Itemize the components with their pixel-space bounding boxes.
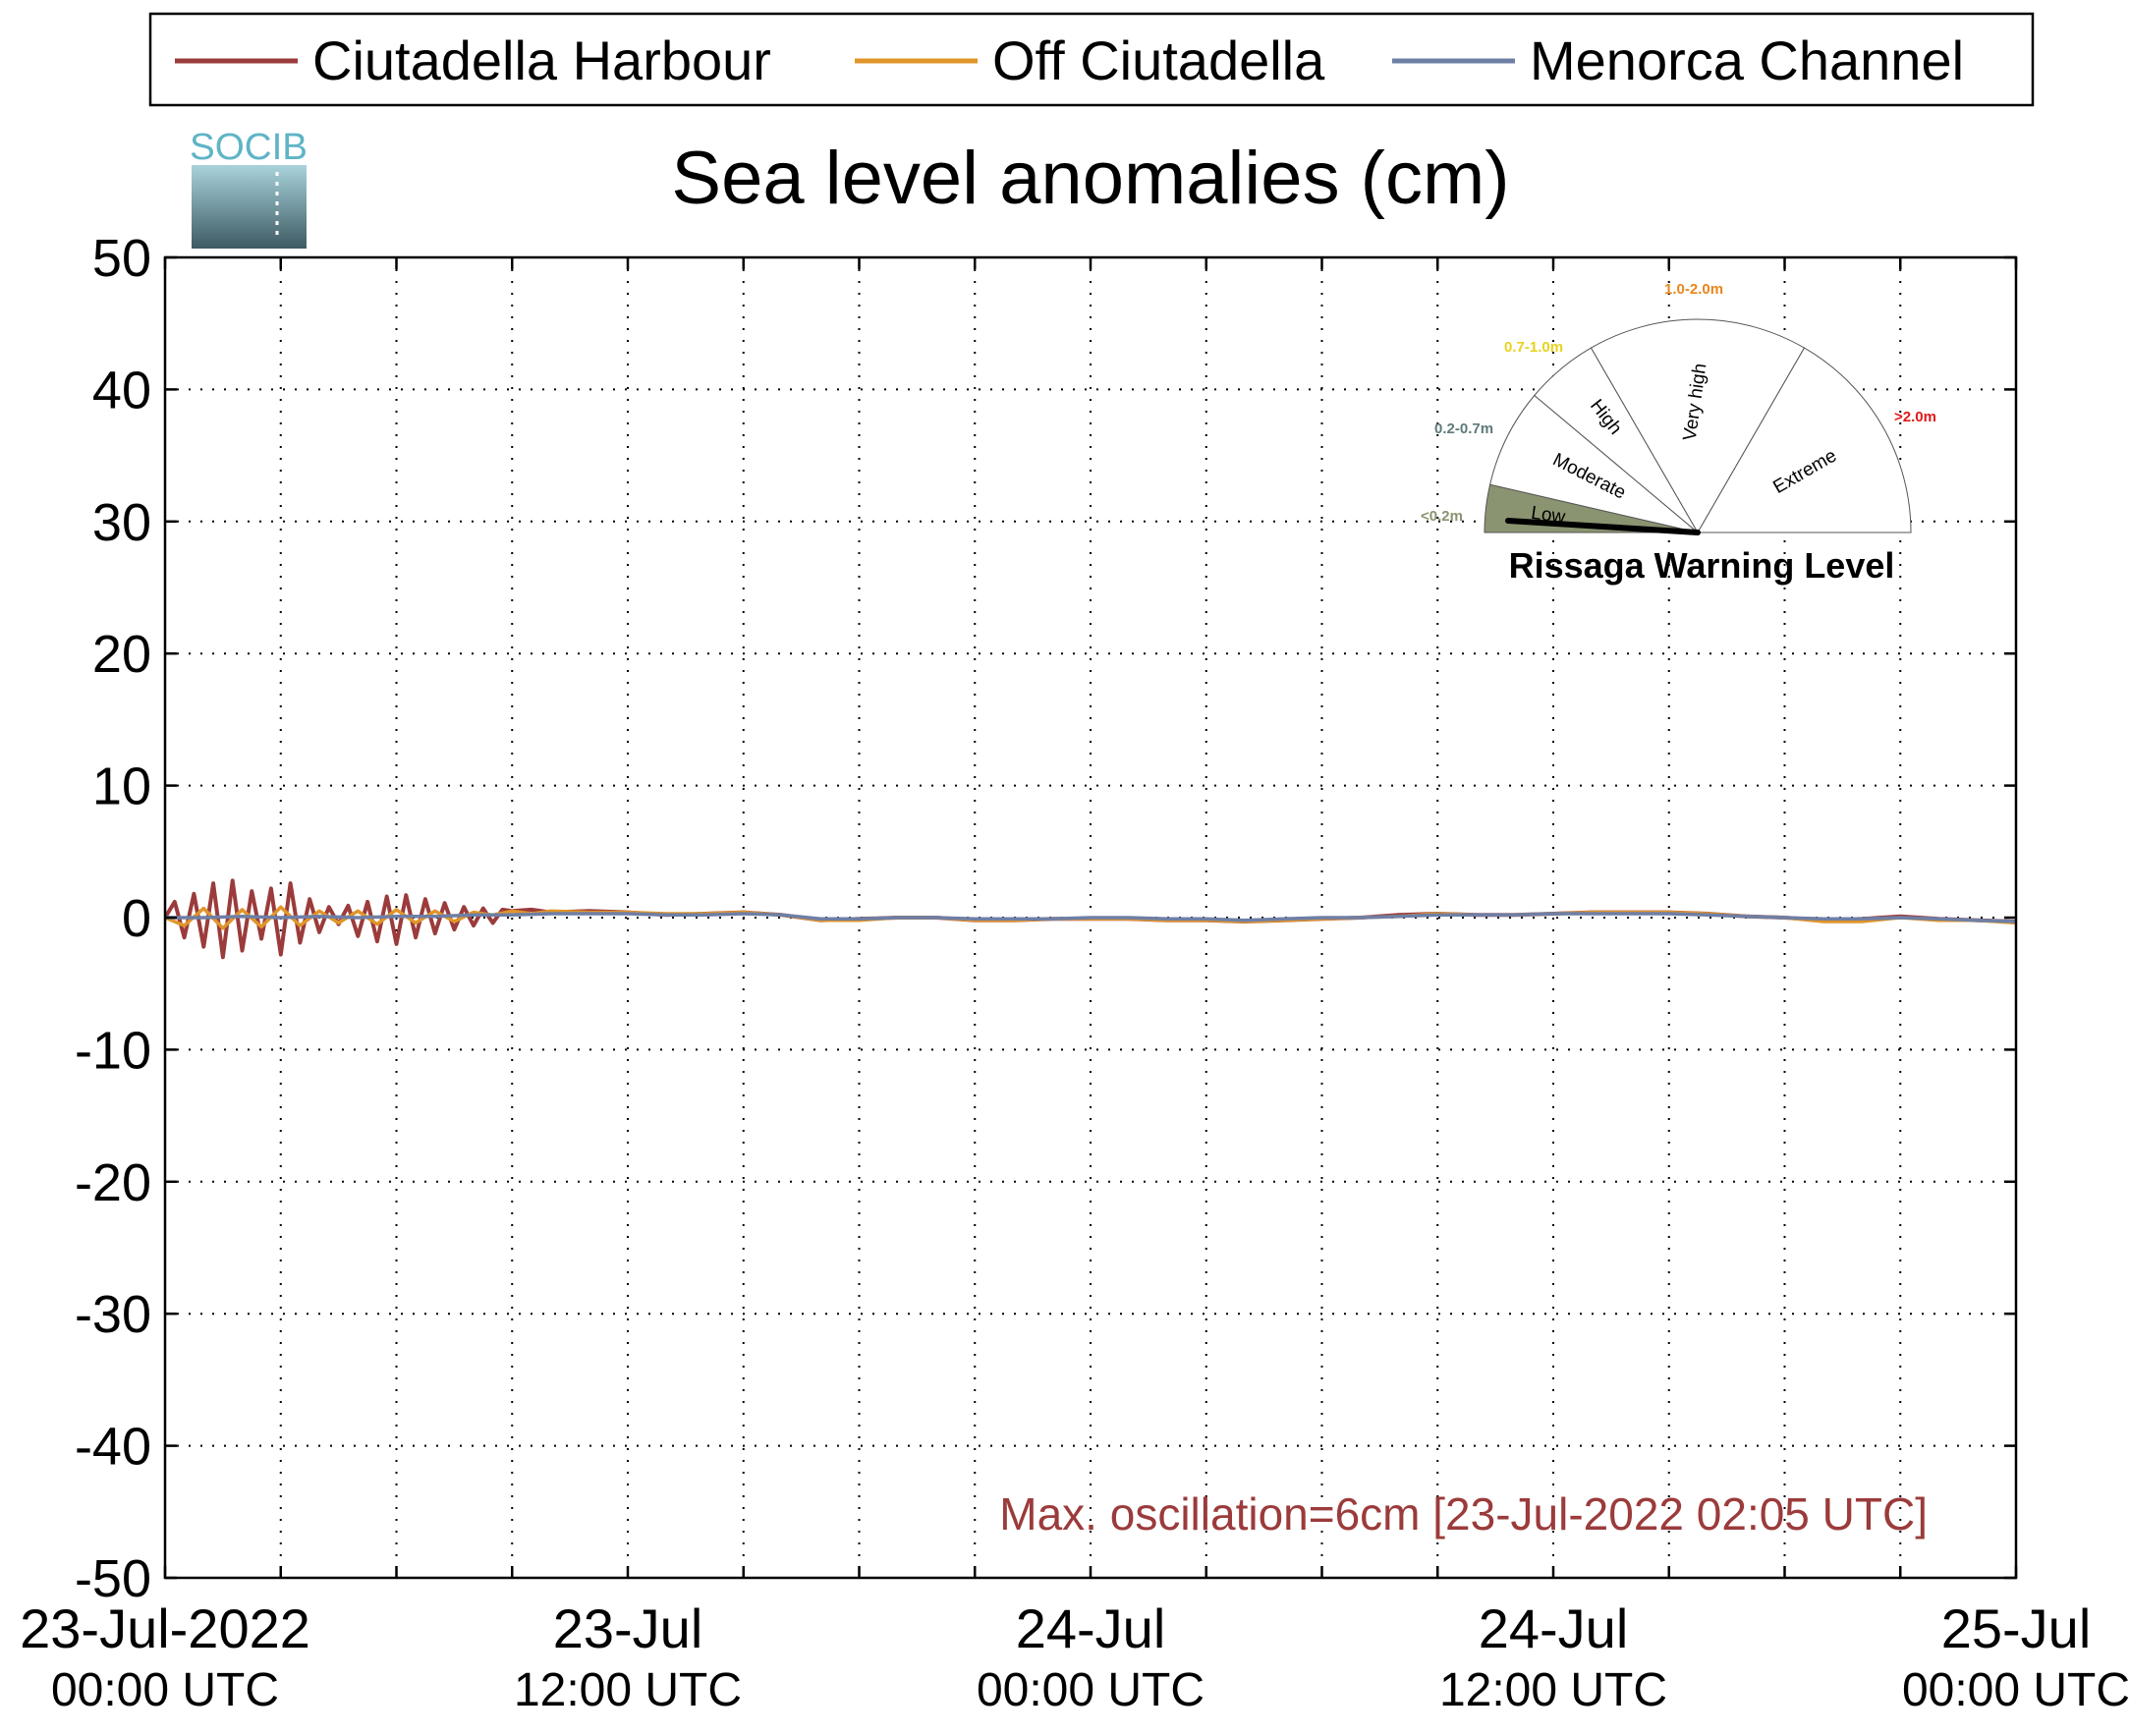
- y-tick-label: -50: [75, 1549, 151, 1608]
- y-tick-label: 0: [122, 889, 151, 948]
- socib-logo-block: [192, 165, 307, 249]
- y-tick-label: 40: [92, 361, 151, 420]
- y-tick-label: -20: [75, 1153, 151, 1212]
- rissaga-warning-gauge: Low Moderate High Very high Extreme <0.2…: [1421, 281, 1936, 586]
- x-tick-label-date: 24-Jul: [1479, 1597, 1629, 1659]
- x-tick-label-time: 00:00 UTC: [977, 1664, 1205, 1716]
- x-tick-label-time: 00:00 UTC: [1902, 1664, 2129, 1716]
- axis-ticks: [163, 255, 2018, 1580]
- x-tick-label-date: 23-Jul: [553, 1597, 703, 1659]
- gauge-title: Rissaga Warning Level: [1509, 545, 1895, 586]
- socib-logo-text: SOCIB: [190, 127, 308, 168]
- chart-title: Sea level anomalies (cm): [671, 137, 1509, 220]
- x-tick-label-date: 23-Jul-2022: [20, 1597, 310, 1659]
- series-layer: [165, 878, 2016, 960]
- x-tick-label-date: 24-Jul: [1016, 1597, 1166, 1659]
- series-line-menorca-channel: [165, 912, 2016, 924]
- socib-logo: SOCIB: [190, 127, 308, 249]
- legend-box: [148, 12, 2035, 107]
- gauge-range-extreme: >2.0m: [1894, 409, 1936, 425]
- legend: Ciutadella Harbour Off Ciutadella Menorc…: [148, 12, 2035, 107]
- x-tick-label-time: 12:00 UTC: [1439, 1664, 1667, 1716]
- gauge-range-very-high: 1.0-2.0m: [1664, 281, 1723, 298]
- y-tick-label: 50: [92, 229, 151, 288]
- gauge-sector-moderate: [1489, 394, 1699, 533]
- gauge-sector-very-high: [1590, 318, 1806, 533]
- y-axis-labels: 50 40 30 20 10 0 -10 -20 -30 -40 -50: [75, 229, 151, 1608]
- y-tick-label: 30: [92, 493, 151, 552]
- y-tick-label: 10: [92, 757, 151, 816]
- gauge-range-low: <0.2m: [1421, 508, 1463, 525]
- max-oscillation-annotation: Max. oscillation=6cm [23-Jul-2022 02:05 …: [999, 1488, 1928, 1540]
- legend-label-menorca-channel: Menorca Channel: [1530, 29, 1964, 91]
- gauge-sector-extreme: [1697, 347, 1912, 533]
- gauge-needle: [1505, 518, 1701, 535]
- y-tick-label: 20: [92, 625, 151, 684]
- x-tick-label-time: 00:00 UTC: [51, 1664, 279, 1716]
- gauge-range-high: 0.7-1.0m: [1504, 339, 1563, 356]
- y-tick-label: -40: [75, 1418, 151, 1477]
- legend-label-ciutadella-harbour: Ciutadella Harbour: [312, 29, 771, 91]
- x-tick-label-time: 12:00 UTC: [514, 1664, 742, 1716]
- x-tick-label-date: 25-Jul: [1941, 1597, 2092, 1659]
- y-tick-label: -10: [75, 1021, 151, 1080]
- gauge-range-moderate: 0.2-0.7m: [1434, 420, 1493, 437]
- legend-label-off-ciutadella: Off Ciutadella: [992, 29, 1325, 91]
- y-tick-label: -30: [75, 1285, 151, 1344]
